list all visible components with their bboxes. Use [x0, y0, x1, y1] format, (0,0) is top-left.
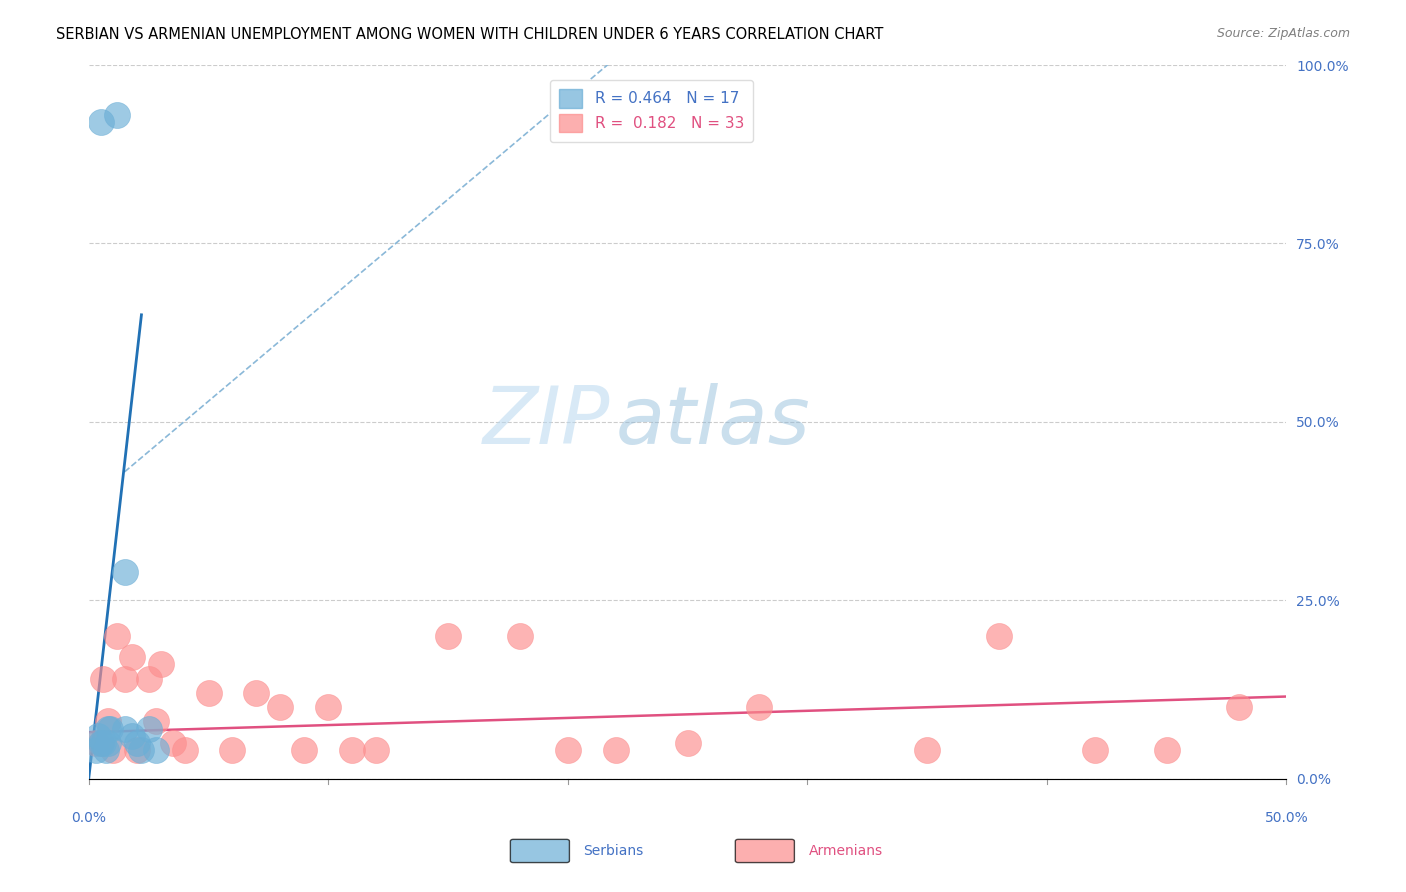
- Point: [97, 722, 120, 736]
- Point: [107, 108, 129, 122]
- Point: [1084, 743, 1107, 757]
- Point: [245, 686, 267, 700]
- Point: [84, 743, 107, 757]
- Point: [84, 736, 107, 750]
- Text: SERBIAN VS ARMENIAN UNEMPLOYMENT AMONG WOMEN WITH CHILDREN UNDER 6 YEARS CORRELA: SERBIAN VS ARMENIAN UNEMPLOYMENT AMONG W…: [56, 27, 883, 42]
- Point: [292, 743, 315, 757]
- Point: [197, 686, 219, 700]
- Point: [988, 629, 1011, 643]
- Text: 50.0%: 50.0%: [1264, 811, 1309, 825]
- Point: [676, 736, 699, 750]
- Text: Armenians: Armenians: [808, 844, 883, 858]
- Point: [316, 700, 339, 714]
- Point: [437, 629, 460, 643]
- Point: [90, 115, 112, 129]
- Point: [125, 743, 148, 757]
- Point: [605, 743, 627, 757]
- Point: [366, 743, 388, 757]
- Point: [162, 736, 184, 750]
- Point: [149, 657, 172, 672]
- Point: [90, 736, 112, 750]
- Point: [114, 565, 136, 579]
- Point: [269, 700, 291, 714]
- Point: [557, 743, 579, 757]
- Point: [748, 700, 770, 714]
- Point: [221, 743, 243, 757]
- Point: [131, 743, 153, 757]
- Point: [121, 650, 143, 665]
- Point: [91, 672, 114, 686]
- Point: [145, 743, 167, 757]
- Point: [138, 722, 160, 736]
- Point: [145, 714, 167, 729]
- Point: [101, 743, 124, 757]
- Point: [509, 629, 531, 643]
- Point: [121, 729, 143, 743]
- Point: [114, 672, 136, 686]
- Point: [98, 722, 121, 736]
- Point: [342, 743, 364, 757]
- Point: [90, 736, 112, 750]
- Point: [91, 736, 114, 750]
- Text: atlas: atlas: [616, 383, 810, 461]
- Point: [173, 743, 195, 757]
- Text: ZIP: ZIP: [482, 383, 610, 461]
- Text: Serbians: Serbians: [583, 844, 644, 858]
- Point: [94, 743, 117, 757]
- Point: [1156, 743, 1178, 757]
- Point: [97, 736, 120, 750]
- Point: [1227, 700, 1250, 714]
- Point: [107, 629, 129, 643]
- Point: [87, 729, 110, 743]
- Text: Source: ZipAtlas.com: Source: ZipAtlas.com: [1216, 27, 1350, 40]
- Text: 0.0%: 0.0%: [72, 811, 107, 825]
- Point: [125, 736, 148, 750]
- Point: [915, 743, 938, 757]
- Point: [97, 714, 120, 729]
- Point: [114, 722, 136, 736]
- Point: [138, 672, 160, 686]
- Legend: R = 0.464   N = 17, R =  0.182   N = 33: R = 0.464 N = 17, R = 0.182 N = 33: [550, 80, 754, 142]
